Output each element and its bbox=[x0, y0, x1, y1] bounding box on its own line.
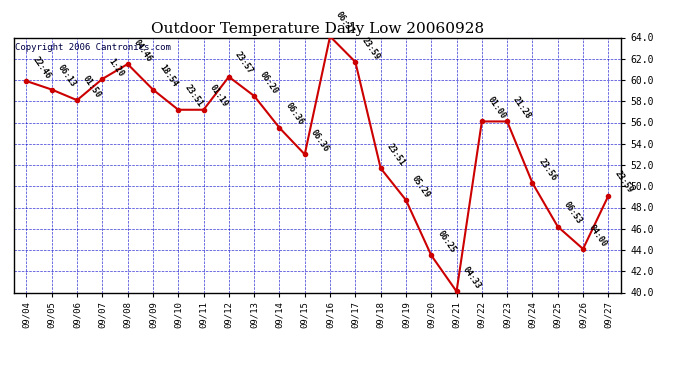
Text: 04:46: 04:46 bbox=[132, 38, 154, 63]
Text: 04:33: 04:33 bbox=[461, 265, 482, 291]
Text: 23:56: 23:56 bbox=[537, 157, 558, 182]
Text: 06:13: 06:13 bbox=[56, 63, 78, 89]
Text: 23:51: 23:51 bbox=[385, 142, 406, 167]
Title: Outdoor Temperature Daily Low 20060928: Outdoor Temperature Daily Low 20060928 bbox=[151, 22, 484, 36]
Text: 23:59: 23:59 bbox=[359, 36, 382, 61]
Text: 06:25: 06:25 bbox=[435, 229, 457, 255]
Text: 06:20: 06:20 bbox=[258, 69, 280, 95]
Text: 01:19: 01:19 bbox=[208, 83, 230, 109]
Text: 01:00: 01:00 bbox=[486, 95, 508, 121]
Text: 06:37: 06:37 bbox=[334, 10, 356, 36]
Text: 1:20: 1:20 bbox=[106, 57, 126, 78]
Text: 01:50: 01:50 bbox=[81, 74, 103, 99]
Text: 22:46: 22:46 bbox=[30, 55, 52, 80]
Text: 06:36: 06:36 bbox=[284, 101, 306, 127]
Text: 05:29: 05:29 bbox=[410, 174, 432, 199]
Text: 06:36: 06:36 bbox=[309, 128, 331, 154]
Text: 23:57: 23:57 bbox=[233, 50, 255, 76]
Text: 06:53: 06:53 bbox=[562, 200, 584, 226]
Text: 21:28: 21:28 bbox=[511, 95, 533, 121]
Text: 18:54: 18:54 bbox=[157, 63, 179, 89]
Text: Copyright 2006 Cantronics.com: Copyright 2006 Cantronics.com bbox=[15, 43, 171, 52]
Text: 04:00: 04:00 bbox=[587, 222, 609, 248]
Text: 23:51: 23:51 bbox=[182, 83, 204, 109]
Text: 23:59: 23:59 bbox=[613, 170, 634, 195]
